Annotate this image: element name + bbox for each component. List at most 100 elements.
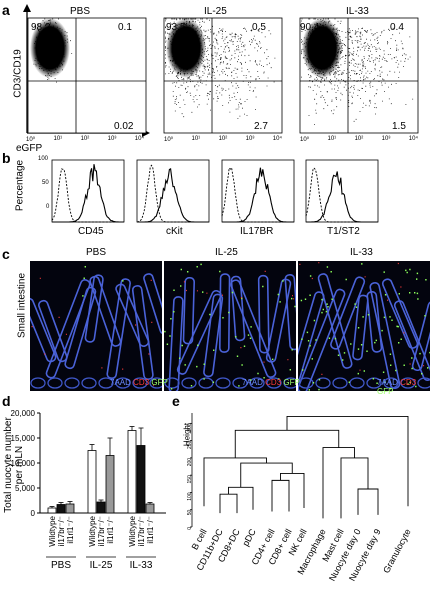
d-group-label: IL-25 bbox=[90, 560, 113, 571]
villus bbox=[411, 300, 430, 372]
villus bbox=[330, 276, 366, 350]
legend-cd3: CD3 bbox=[265, 378, 282, 387]
d-genotype-label: Wildtype bbox=[88, 515, 97, 546]
d-group-label: IL-33 bbox=[130, 560, 153, 571]
crypt bbox=[132, 377, 148, 389]
crypt bbox=[400, 377, 416, 389]
crypt bbox=[81, 377, 97, 389]
flow-events bbox=[301, 18, 414, 125]
tick: 10³ bbox=[245, 136, 255, 142]
legend-7aad: 7AAD bbox=[110, 378, 131, 387]
crypt bbox=[417, 377, 430, 389]
d-ytick-label: 0 bbox=[31, 509, 36, 518]
villus bbox=[369, 281, 401, 390]
tick: 10¹ bbox=[327, 136, 337, 142]
e-link bbox=[280, 473, 305, 508]
tick: 10¹ bbox=[53, 136, 63, 142]
e-link bbox=[240, 462, 293, 488]
crypt bbox=[332, 377, 348, 389]
stain-curve bbox=[222, 167, 294, 223]
a-y-arrowhead bbox=[23, 4, 31, 12]
c-title-pbs: PBS bbox=[86, 247, 107, 258]
e-link bbox=[357, 488, 379, 515]
villus bbox=[131, 285, 154, 380]
d-genotype-label: il1rl1⁻/⁻ bbox=[66, 516, 75, 544]
villus bbox=[203, 293, 224, 378]
micrograph-0 bbox=[30, 261, 162, 391]
tick: 10² bbox=[80, 136, 90, 142]
tick: 10⁰ bbox=[300, 137, 310, 143]
crypt bbox=[283, 377, 296, 389]
histogram-1 bbox=[136, 159, 210, 223]
villus bbox=[230, 279, 277, 378]
villus bbox=[37, 299, 68, 363]
a-pbs-q-ul: 98.2 bbox=[31, 22, 51, 33]
crypt bbox=[30, 377, 46, 389]
villus bbox=[381, 278, 419, 349]
villus bbox=[45, 279, 91, 379]
panel-b-letter: b bbox=[2, 150, 11, 166]
tick: 10⁴ bbox=[272, 136, 282, 142]
e-link bbox=[322, 447, 355, 519]
panel-d-letter: d bbox=[2, 393, 11, 409]
b-marker-cd45: CD45 bbox=[78, 226, 104, 237]
cd3-cells bbox=[31, 277, 155, 386]
tick: 10⁰ bbox=[164, 137, 174, 143]
tick: 10² bbox=[218, 136, 228, 142]
legend-cd3: CD3 bbox=[133, 378, 150, 387]
stain-curve bbox=[306, 171, 378, 223]
panel-c-letter: c bbox=[2, 246, 10, 262]
a-il25-ticks: 10⁰ 10¹ 10² 10³ 10⁴ bbox=[164, 136, 282, 143]
c-legend-il33: 7AAD CD3 GFP bbox=[377, 378, 432, 396]
a-title-pbs: PBS bbox=[70, 6, 91, 17]
e-link bbox=[203, 457, 267, 507]
flow-plot-1 bbox=[163, 17, 283, 134]
villus bbox=[30, 297, 57, 363]
histogram-3 bbox=[305, 159, 379, 223]
villus bbox=[284, 273, 296, 351]
d-ytick-label: 10,000 bbox=[11, 459, 36, 468]
panel-d-bar-chart: 20,000 15,000 10,000 5,000 0 Wildtype il17br⁻/… bbox=[11, 409, 166, 571]
tick: 10³ bbox=[107, 136, 117, 142]
a-il25-q-ul: 93.5 bbox=[166, 22, 186, 33]
e-leaf-label: Granulocyte bbox=[381, 527, 413, 575]
d-genotype-label: il17br⁻/⁻ bbox=[137, 516, 146, 546]
villus bbox=[265, 278, 292, 363]
legend-7aad: 7AAD bbox=[242, 378, 263, 387]
crypt bbox=[249, 377, 265, 389]
b-marker-ckit: cKit bbox=[166, 226, 183, 237]
e-ytick-label: 200 bbox=[187, 458, 193, 467]
villus bbox=[257, 274, 270, 354]
tick: 10⁴ bbox=[408, 136, 418, 142]
villus bbox=[182, 276, 196, 345]
micrograph-1 bbox=[164, 261, 296, 391]
e-ytick-label: 300 bbox=[187, 423, 193, 432]
c-title-il25: IL-25 bbox=[215, 247, 238, 258]
d-group-label: PBS bbox=[51, 560, 71, 571]
histogram-2 bbox=[221, 159, 295, 223]
a-pbs-q-lr: 0.02 bbox=[114, 121, 134, 132]
villus bbox=[176, 289, 222, 375]
legend-7aad: 7AAD bbox=[377, 378, 398, 387]
c-legend-il25: 7AAD CD3 GFP bbox=[242, 378, 300, 387]
cd3-cells bbox=[183, 270, 295, 363]
flow-events bbox=[165, 18, 276, 119]
b-ytick-100: 100 bbox=[38, 156, 49, 162]
d-ytick-label: 20,000 bbox=[11, 409, 36, 418]
d-genotype-label: Wildtype bbox=[48, 515, 57, 546]
villus bbox=[89, 275, 122, 347]
d-ytick-label: 15,000 bbox=[11, 434, 36, 443]
tick: 10² bbox=[354, 136, 364, 142]
crypt bbox=[98, 377, 114, 389]
c-legend-pbs: 7AAD CD3 GFP bbox=[110, 378, 168, 387]
legend-gfp: GFP bbox=[151, 378, 168, 387]
legend-cd3: CD3 bbox=[400, 378, 417, 387]
d-ytick-label: 5,000 bbox=[15, 484, 36, 493]
legend-gfp: GFP bbox=[283, 378, 300, 387]
tick: 10⁰ bbox=[26, 137, 36, 143]
villus bbox=[168, 296, 184, 391]
e-link bbox=[219, 493, 238, 514]
panel-a-plots bbox=[23, 4, 419, 137]
a-pbs-ticks: 10⁰ 10¹ 10² 10³ 10⁴ bbox=[26, 136, 144, 143]
